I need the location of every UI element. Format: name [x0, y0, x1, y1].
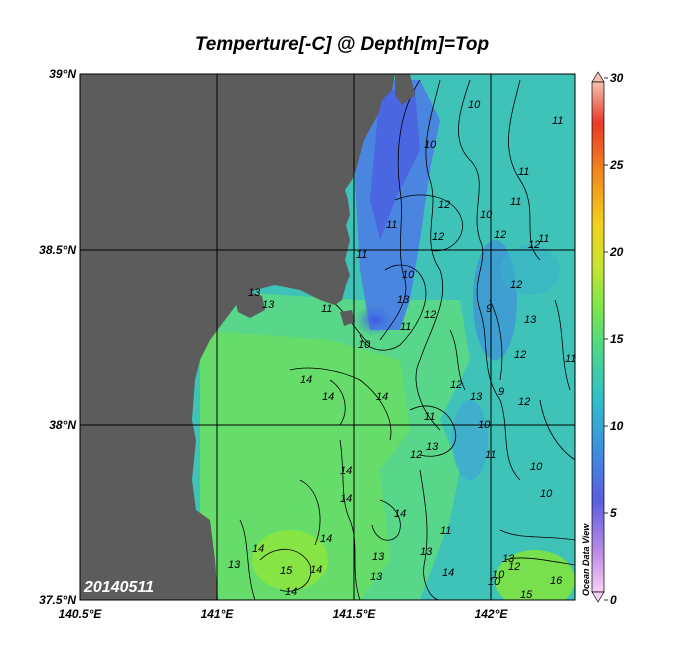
contour-label: 13: [248, 287, 261, 299]
contour-label: 12: [508, 561, 520, 573]
contour-label: 11: [321, 303, 332, 315]
warm-water-core: [200, 330, 410, 600]
contour-label: 12: [514, 349, 526, 361]
contour-label: 10: [540, 488, 553, 500]
contour-label: 11: [386, 219, 397, 231]
contour-label: 10: [530, 461, 543, 473]
contour-label: 10: [478, 419, 491, 431]
contour-label: 10: [424, 139, 437, 151]
contour-label: 13: [420, 546, 433, 558]
contour-label: 11: [400, 321, 411, 333]
map-frame: [79, 73, 576, 601]
contour-label: 13: [524, 314, 537, 326]
contour-label: 12: [510, 279, 522, 291]
contour-label: 12: [528, 239, 540, 251]
contour-label: 14: [252, 543, 264, 555]
warm-patch-se: [495, 550, 575, 600]
contour-label: 10: [402, 269, 415, 281]
map-title: Temperture[-C] @ Depth[m]=Top: [194, 34, 490, 55]
lat-tick-39: 39°N: [49, 67, 76, 81]
lat-tick-37-5: 37.5°N: [39, 593, 76, 607]
contour-label: 14: [320, 533, 332, 545]
contour-label: 12: [450, 379, 462, 391]
contour-label: 11: [518, 166, 529, 178]
colorbar-tick-0: 0: [610, 593, 617, 607]
contour-label: 11: [552, 115, 563, 127]
contour-label: 10: [358, 339, 371, 351]
contour-label: 15: [280, 565, 293, 577]
contour-label: 13: [502, 553, 515, 565]
odv-watermark: Ocean Data View: [581, 523, 591, 596]
colorbar-bottom-arrow: [591, 591, 605, 603]
grid-lines: [80, 74, 575, 600]
date-label: 20140511: [83, 579, 154, 596]
contour-label: 14: [340, 493, 352, 505]
contour-label: 13: [262, 299, 275, 311]
contour-label: 14: [394, 508, 406, 520]
contour-label: 14: [340, 465, 352, 477]
colorbar-tick-10: 10: [610, 419, 624, 433]
contour-label: 9: [486, 303, 492, 315]
contour-label: 14: [285, 586, 297, 598]
lat-tick-38-5: 38.5°N: [39, 243, 76, 257]
contour-label: 10: [492, 569, 505, 581]
lon-tick-141: 141°E: [201, 607, 235, 621]
contour-label: 11: [510, 196, 521, 208]
colorbar: 30 25 20 15 10 5 0: [591, 71, 624, 607]
contour-label: 12: [518, 396, 530, 408]
cold-water-core: [370, 90, 420, 240]
islet: [395, 74, 415, 105]
cool-eddy: [452, 400, 488, 480]
contour-label: 11: [424, 411, 435, 423]
contour-label: 14: [310, 564, 322, 576]
cool-eddy-east: [500, 245, 560, 295]
contour-lines: [239, 79, 575, 600]
contour-label: 14: [300, 374, 312, 386]
contour-label: 13: [228, 559, 241, 571]
contour-label: 12: [410, 449, 422, 461]
contour-label: 13: [470, 391, 483, 403]
warm-patch: [252, 530, 328, 590]
contour-label: 10: [468, 99, 481, 111]
contour-label: 14: [376, 391, 388, 403]
colorbar-tick-30: 30: [610, 71, 624, 85]
map-field: [80, 74, 575, 600]
colorbar-tick-15: 15: [610, 332, 624, 346]
contour-label: 11: [440, 525, 451, 537]
contour-label: 12: [438, 199, 450, 211]
contour-label: 11: [565, 353, 576, 365]
colorbar-tick-25: 25: [609, 158, 624, 172]
islet-bay: [340, 310, 355, 326]
contour-label: 11: [538, 233, 549, 245]
contour-label: 13: [426, 441, 439, 453]
lon-tick-142: 142°E: [475, 607, 509, 621]
colorbar-ramp: [591, 81, 605, 593]
contour-labels: 1010111112121011111212111012131211119131…: [228, 99, 576, 601]
contour-label: 12: [494, 229, 506, 241]
contour-label: 16: [550, 575, 563, 587]
contour-label: 11: [485, 449, 496, 461]
lat-tick-38: 38°N: [49, 418, 76, 432]
contour-label: 11: [356, 249, 367, 261]
colorbar-tick-5: 5: [610, 506, 617, 520]
colorbar-tick-20: 20: [609, 245, 624, 259]
contour-label: 13: [397, 294, 410, 306]
contour-label: 14: [322, 391, 334, 403]
lon-tick-140-5: 140.5°E: [59, 607, 103, 621]
contour-label: 10: [488, 576, 501, 588]
contour-label: 10: [480, 209, 493, 221]
cold-pool: [355, 304, 395, 336]
lon-tick-141-5: 141.5°E: [333, 607, 377, 621]
contour-label: 9: [498, 386, 504, 398]
contour-label: 12: [424, 309, 436, 321]
contour-label: 15: [520, 589, 533, 601]
contour-label: 13: [370, 571, 383, 583]
contour-label: 14: [442, 567, 454, 579]
peninsula: [235, 292, 265, 318]
contour-label: 12: [432, 231, 444, 243]
land-mass: [80, 74, 395, 600]
colorbar-top-arrow: [591, 71, 605, 83]
contour-label: 13: [372, 551, 385, 563]
